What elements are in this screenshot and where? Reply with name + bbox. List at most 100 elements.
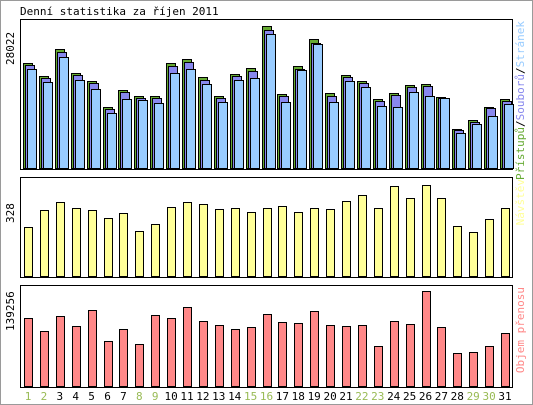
bar-visits-day-14 (231, 208, 240, 277)
bar-visits-day-29 (469, 232, 478, 277)
bar-kbytes-day-15 (247, 327, 256, 387)
bar-visits-day-10 (167, 207, 176, 277)
bar-stránek-day-18 (297, 70, 307, 169)
bar-kbytes-day-3 (56, 316, 65, 387)
bar-kbytes-day-25 (406, 324, 415, 387)
legend-entry: Přístupů (514, 127, 527, 180)
day-label-1: 1 (25, 390, 32, 403)
bar-stránek-day-25 (409, 92, 419, 169)
bar-visits-day-9 (151, 224, 160, 277)
day-label-7: 7 (120, 390, 127, 403)
bar-visits-day-27 (437, 198, 446, 277)
bar-visits-day-6 (104, 218, 113, 277)
legend-entry: Návštěv (514, 179, 527, 226)
bar-visits-day-20 (326, 209, 335, 277)
day-label-31: 31 (498, 390, 511, 403)
day-label-18: 18 (292, 390, 305, 403)
panel-legend: Přístupů/Souborů/Stránek (514, 21, 527, 180)
bar-kbytes-day-1 (24, 318, 33, 387)
bar-kbytes-day-22 (358, 325, 367, 387)
bar-stránek-day-29 (472, 124, 482, 169)
bar-visits-day-5 (88, 210, 97, 277)
bar-stránek-day-12 (202, 84, 212, 169)
chart-title: Denní statistika za říjen 2011 (20, 5, 219, 18)
bar-visits-day-22 (358, 195, 367, 277)
bar-visits-day-31 (501, 208, 510, 277)
bar-kbytes-day-30 (485, 346, 494, 387)
day-label-15: 15 (244, 390, 257, 403)
bar-stránek-day-24 (393, 107, 403, 169)
bar-kbytes-day-18 (294, 323, 303, 387)
bar-kbytes-day-13 (215, 325, 224, 387)
panel-kbytes: 139256 Objem přenosu (4, 285, 527, 388)
day-label-13: 13 (212, 390, 225, 403)
bar-stránek-day-9 (154, 103, 164, 169)
bar-stránek-day-15 (250, 78, 260, 169)
bar-visits-day-18 (294, 212, 303, 277)
bar-kbytes-day-11 (183, 307, 192, 387)
bar-stránek-day-11 (186, 69, 196, 169)
legend-entry: / (514, 120, 527, 127)
bar-visits-day-1 (24, 227, 33, 277)
bar-kbytes-day-7 (119, 329, 128, 387)
bar-kbytes-day-28 (453, 353, 462, 387)
bar-kbytes-day-23 (374, 346, 383, 387)
bar-kbytes-day-24 (390, 321, 399, 387)
day-label-9: 9 (152, 390, 159, 403)
bar-visits-day-28 (453, 226, 462, 277)
bar-stránek-day-5 (91, 89, 101, 169)
bar-stránek-day-28 (456, 133, 466, 169)
bar-stránek-day-7 (122, 99, 132, 169)
bar-visits-day-13 (215, 209, 224, 277)
bar-visits-day-23 (374, 208, 383, 277)
panel-max-label: 139256 (4, 291, 17, 331)
day-label-24: 24 (387, 390, 401, 403)
bar-visits-day-2 (40, 210, 49, 277)
bar-stránek-day-26 (425, 96, 435, 169)
panel-max-label: 28022 (4, 32, 17, 65)
day-label-23: 23 (371, 390, 384, 403)
bar-kbytes-day-4 (72, 326, 81, 387)
bar-visits-day-30 (485, 219, 494, 277)
panel-legend: Návštěv (514, 179, 527, 226)
day-label-12: 12 (196, 390, 209, 403)
day-label-4: 4 (72, 390, 79, 403)
bar-kbytes-day-14 (231, 329, 240, 387)
day-label-2: 2 (41, 390, 48, 403)
day-label-20: 20 (323, 390, 336, 403)
bar-visits-day-21 (342, 201, 351, 277)
bar-kbytes-day-17 (278, 322, 287, 387)
bar-kbytes-day-29 (469, 352, 478, 387)
bar-kbytes-day-6 (104, 341, 113, 387)
bar-stránek-day-14 (234, 80, 244, 169)
panel-visits: 328 Návštěv (4, 177, 527, 278)
day-label-28: 28 (451, 390, 464, 403)
bar-stránek-day-20 (329, 102, 339, 169)
bar-kbytes-day-20 (326, 325, 335, 387)
bar-kbytes-day-10 (167, 318, 176, 387)
day-label-26: 26 (419, 390, 432, 403)
bar-visits-day-4 (72, 208, 81, 277)
bar-visits-day-8 (135, 231, 144, 277)
bar-stránek-day-13 (218, 102, 228, 169)
day-labels: 1 2 3 4 5 6 7 8 9 10 11 12 13 14 15 16 17 18 19 20 21 22 23 24 2… (25, 390, 512, 403)
panel-legend: Objem přenosu (514, 287, 527, 373)
bar-visits-day-16 (263, 208, 272, 277)
legend-entry: / (514, 67, 527, 74)
bar-kbytes-day-27 (437, 327, 446, 387)
bar-stránek-day-4 (75, 80, 85, 169)
bar-visits-day-26 (422, 185, 431, 277)
day-label-30: 30 (482, 390, 495, 403)
bar-visits-day-15 (247, 212, 256, 277)
bar-visits-day-3 (56, 202, 65, 277)
bar-stránek-day-2 (43, 82, 53, 169)
day-label-8: 8 (136, 390, 143, 403)
legend-entry: Souborů (514, 74, 527, 120)
bar-kbytes-day-9 (151, 315, 160, 387)
legend-entry: Objem přenosu (514, 287, 527, 373)
bar-visits-day-25 (406, 198, 415, 277)
bar-stránek-day-17 (281, 102, 291, 169)
bar-kbytes-day-26 (422, 291, 431, 387)
